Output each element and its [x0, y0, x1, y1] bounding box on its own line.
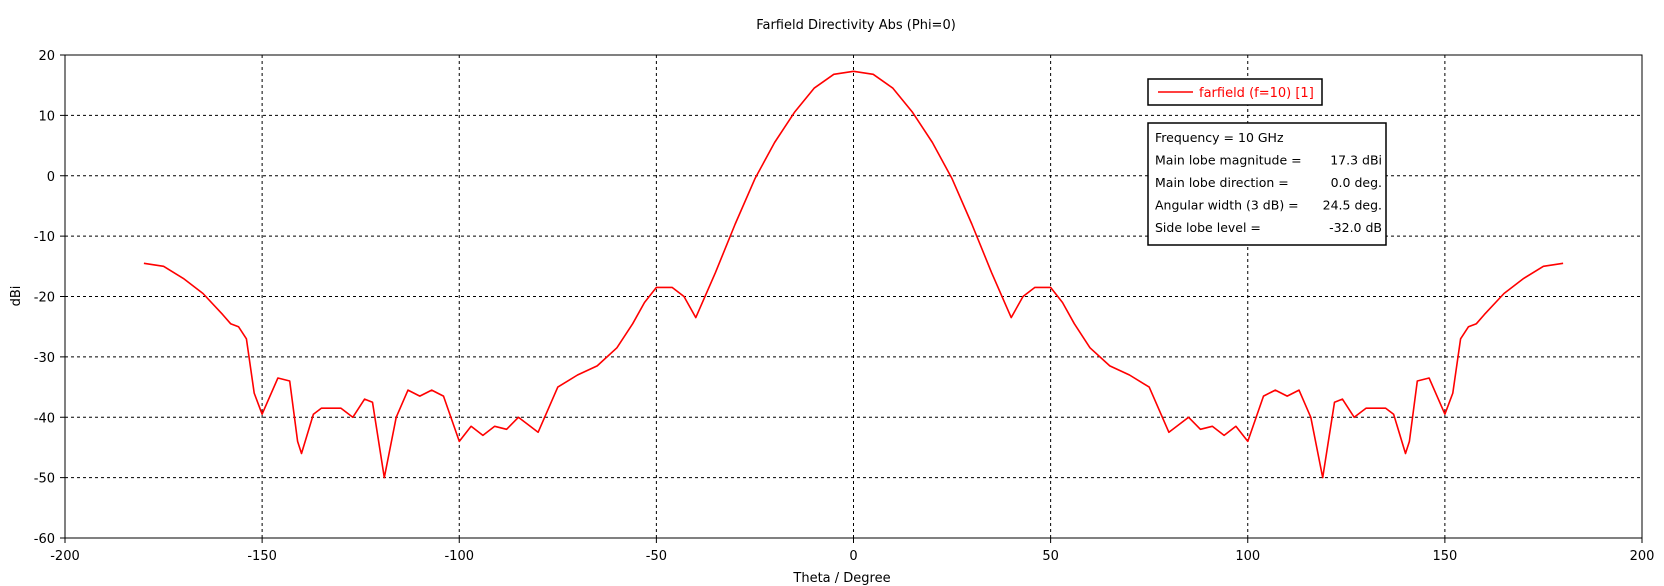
series-line [143, 70, 1564, 479]
annotation-box: Frequency = 10 GHz Main lobe magnitude = 1… [1147, 122, 1387, 246]
x-tick-labels: -200 -150 -100 -50 0 50 100 150 200 [50, 549, 1654, 564]
y-axis-label: dBi [9, 286, 24, 307]
y-tick-label: -30 [34, 351, 55, 366]
y-tick-labels: -60 -50 -40 -30 -20 -10 0 10 20 [34, 49, 55, 547]
x-axis-label: Theta / Degree [792, 571, 890, 586]
annotation-label: Frequency = 10 GHz [1155, 130, 1284, 145]
annotation-label: Angular width (3 dB) = [1155, 198, 1299, 213]
x-tick-label: 0 [849, 549, 857, 564]
x-tick-label: 200 [1630, 549, 1655, 564]
y-tick-label: 20 [38, 49, 55, 64]
annotation-label: Main lobe magnitude = [1155, 153, 1302, 168]
y-tick-label: -50 [34, 472, 55, 487]
annotation-label: Main lobe direction = [1155, 175, 1289, 190]
annotation-value: 0.0 deg. [1331, 175, 1382, 190]
legend: farfield (f=10) [1] [1147, 78, 1323, 106]
x-tick-label: -200 [50, 549, 80, 564]
y-tick-label: -40 [34, 411, 55, 426]
y-tick-label: -20 [34, 291, 55, 306]
annotation-value: -32.0 dB [1329, 220, 1382, 235]
grid [65, 55, 1642, 538]
chart-title: Farfield Directivity Abs (Phi=0) [756, 18, 956, 33]
y-tick-label: 10 [38, 109, 55, 124]
annotation-lines: Frequency = 10 GHz Main lobe magnitude = 1… [1155, 130, 1382, 235]
annotation-label: Side lobe level = [1155, 220, 1261, 235]
x-tick-label: 50 [1042, 549, 1059, 564]
x-tick-label: -100 [444, 549, 474, 564]
y-tick-label: 0 [47, 170, 55, 185]
x-tick-label: -50 [646, 549, 667, 564]
y-tick-label: -60 [34, 532, 55, 547]
axis-ticks [60, 54, 1643, 543]
annotation-box-frame [1147, 122, 1387, 246]
x-tick-label: -150 [247, 549, 277, 564]
x-tick-label: 150 [1432, 549, 1457, 564]
y-tick-label: -10 [34, 230, 55, 245]
x-tick-label: 100 [1235, 549, 1260, 564]
legend-label: farfield (f=10) [1] [1199, 86, 1314, 101]
annotation-value: 17.3 dBi [1330, 153, 1382, 168]
series [143, 70, 1564, 479]
annotation-value: 24.5 deg. [1323, 198, 1382, 213]
